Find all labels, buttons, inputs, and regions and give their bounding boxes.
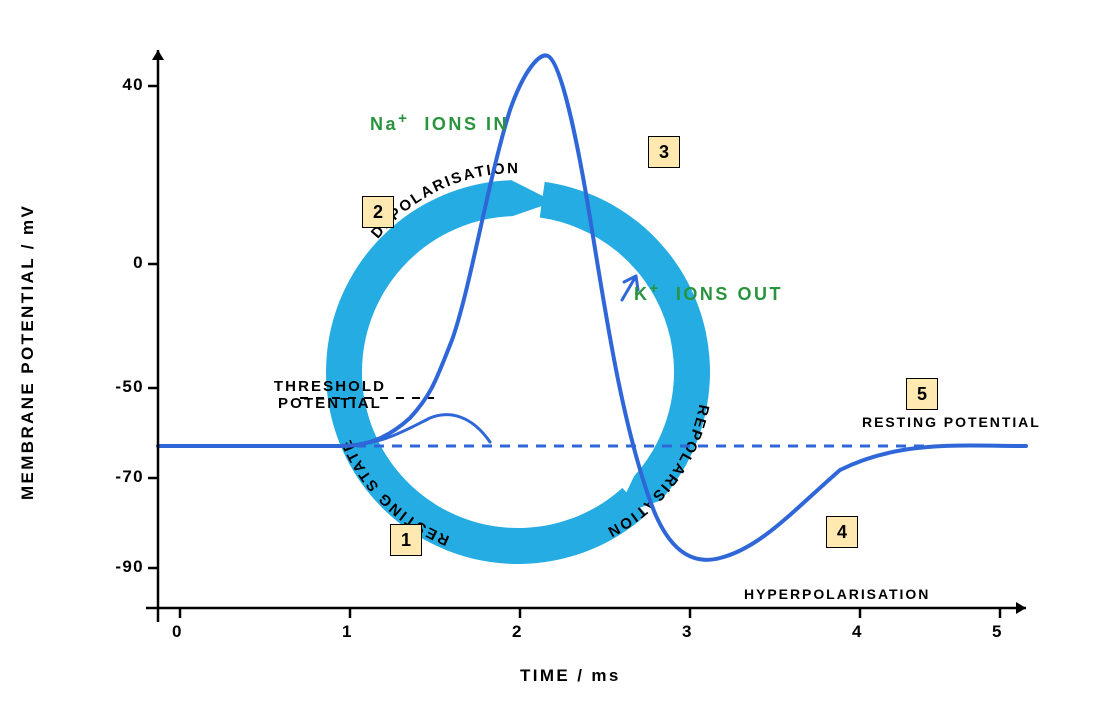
x-tick: 0 xyxy=(172,622,183,642)
y-tick: -50 xyxy=(96,377,144,397)
y-tick: -70 xyxy=(96,467,144,487)
diagram-canvas: DEPOLARISATION REPOLARISATION RESTING ST… xyxy=(0,0,1100,721)
x-tick: 4 xyxy=(852,622,863,642)
k-ions-label: K+ IONS OUT xyxy=(634,280,783,305)
y-tick: -90 xyxy=(96,557,144,577)
x-tick: 1 xyxy=(342,622,353,642)
y-axis-label: MEMBRANE POTENTIAL / mV xyxy=(18,204,38,500)
x-tick: 2 xyxy=(512,622,523,642)
number-box-5: 5 xyxy=(906,378,938,410)
na-ions-label: Na+ IONS IN xyxy=(370,110,509,135)
x-axis-label: TIME / ms xyxy=(520,666,621,686)
y-tick: 0 xyxy=(96,253,144,273)
action-potential-curve xyxy=(158,55,1026,559)
hyperpolarisation-label: HYPERPOLARISATION xyxy=(744,586,930,602)
number-box-1: 1 xyxy=(390,524,422,556)
x-tick: 3 xyxy=(682,622,693,642)
number-box-4: 4 xyxy=(826,516,858,548)
diagram-svg: DEPOLARISATION REPOLARISATION RESTING ST… xyxy=(0,0,1100,721)
x-tick: 5 xyxy=(992,622,1003,642)
threshold-label: THRESHOLDPOTENTIAL xyxy=(274,378,386,413)
resting-potential-label: RESTING POTENTIAL xyxy=(862,414,1041,430)
number-box-3: 3 xyxy=(648,136,680,168)
y-tick: 40 xyxy=(96,75,144,95)
number-box-2: 2 xyxy=(362,196,394,228)
